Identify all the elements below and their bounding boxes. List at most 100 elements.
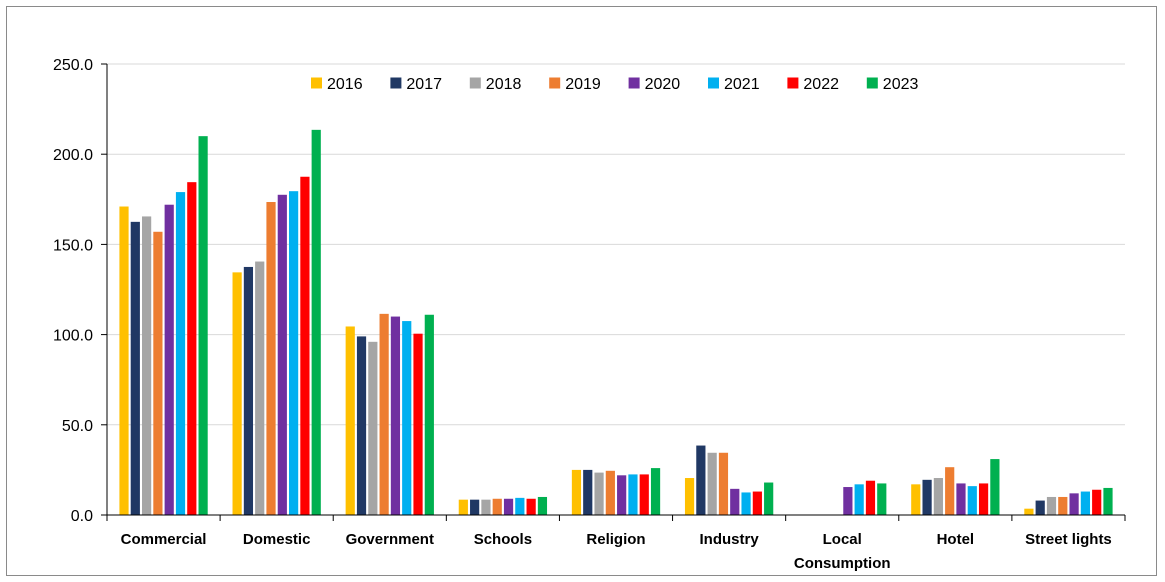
gridlines [107,63,1125,426]
bar-2020 [503,498,514,515]
legend-swatch-2016 [311,77,322,89]
bar-2019 [379,313,389,515]
bar-2021 [967,486,977,515]
bar-2018 [707,452,717,515]
legend-swatch-2023 [866,77,878,89]
bar-2016 [911,484,921,515]
legend-swatch-2020 [628,77,640,89]
y-tick-label: 0.0 [71,508,93,525]
legend-label-2017: 2017 [406,76,442,93]
bar-2023 [877,483,887,515]
bar-2021 [854,484,864,515]
legend-label-2018: 2018 [486,76,522,93]
y-tick-label: 250.0 [53,57,93,74]
bar-2017 [696,445,706,515]
bar-2023 [650,468,661,515]
bar-2023 [1103,487,1113,515]
legend: 2016 2017 2018 2019 2020 2021 2022 2023 [311,76,918,93]
legend-label-2020: 2020 [645,76,681,93]
legend-label-2023: 2023 [883,76,919,93]
x-category-label: Industry [700,531,760,548]
x-category-label: Local [823,531,862,548]
bar-2021 [515,497,525,515]
legend-swatch-2018 [469,77,481,89]
y-tick-label: 150.0 [53,237,93,254]
bar-2022 [526,498,536,515]
bar-2020 [956,483,966,515]
y-axis-ticks: 0.0 50.0 100.0 150.0 200.0 250.0 [53,57,93,525]
bar-2016 [571,469,582,515]
bar-2019 [153,231,163,515]
bar-2017 [470,499,480,515]
bar-2020 [390,316,401,515]
bar-2022 [1092,489,1102,515]
bar-2018 [933,478,943,515]
bar-2022 [752,491,762,515]
bar-2019 [605,470,615,515]
y-tick-label: 200.0 [53,147,93,164]
bar-2022 [300,176,310,515]
bar-2023 [764,482,774,515]
legend-label-2019: 2019 [565,76,601,93]
bar-2022 [639,474,649,515]
x-category-label: Consumption [794,555,891,572]
x-category-label: Domestic [243,531,311,548]
bar-2020 [1069,493,1079,515]
bars [119,129,1113,516]
x-axis-labels: Commercial Domestic Government Schools Relig… [121,531,1112,572]
bar-2018 [594,472,604,515]
bar-2016 [1024,508,1034,515]
legend-swatch-2019 [549,77,561,89]
legend-label-2016: 2016 [327,76,363,93]
bar-2016 [345,326,355,515]
legend-swatch-2022 [787,77,799,89]
bar-2021 [289,191,299,515]
bar-2019 [718,452,729,515]
bar-2023 [424,314,434,515]
legend-label-2022: 2022 [803,76,839,93]
chart-frame [6,6,1157,576]
bar-2018 [481,499,491,515]
bar-2022 [978,483,989,515]
bar-2020 [277,194,287,516]
bar-2020 [164,204,174,515]
bar-2016 [119,206,129,516]
bar-2016 [232,272,242,515]
bar-2020 [843,487,853,515]
legend-swatch-2017 [390,77,402,89]
bar-2023 [311,129,321,515]
bar-2019 [1058,496,1068,515]
x-category-label: Government [346,531,434,548]
bar-2018 [142,216,152,516]
bar-2021 [628,474,638,515]
bar-2022 [413,333,423,515]
x-category-label: Hotel [937,531,975,548]
bar-2018 [368,341,378,515]
y-tick-label: 50.0 [62,418,93,435]
x-category-label: Religion [586,531,645,548]
bar-2017 [243,266,254,515]
bar-2023 [198,136,208,515]
bar-2023 [537,496,548,515]
bar-2023 [990,459,1000,515]
bar-2022 [865,480,876,515]
bar-2017 [922,479,932,515]
bar-2016 [458,499,468,515]
bar-2021 [175,192,186,516]
bar-2017 [130,221,140,515]
x-category-label: Street lights [1025,531,1112,548]
bar-2017 [356,336,367,515]
bar-2020 [730,488,740,515]
bar-2018 [255,261,265,515]
legend-swatch-2021 [708,77,719,89]
bar-2020 [617,475,627,515]
bar-2021 [1080,491,1090,515]
axes [101,63,1126,521]
bar-2021 [741,492,751,515]
x-category-label: Commercial [121,531,207,548]
legend-label-2021: 2021 [724,76,760,93]
bar-2021 [402,321,412,515]
bar-2017 [583,469,593,515]
bar-2016 [684,478,695,515]
